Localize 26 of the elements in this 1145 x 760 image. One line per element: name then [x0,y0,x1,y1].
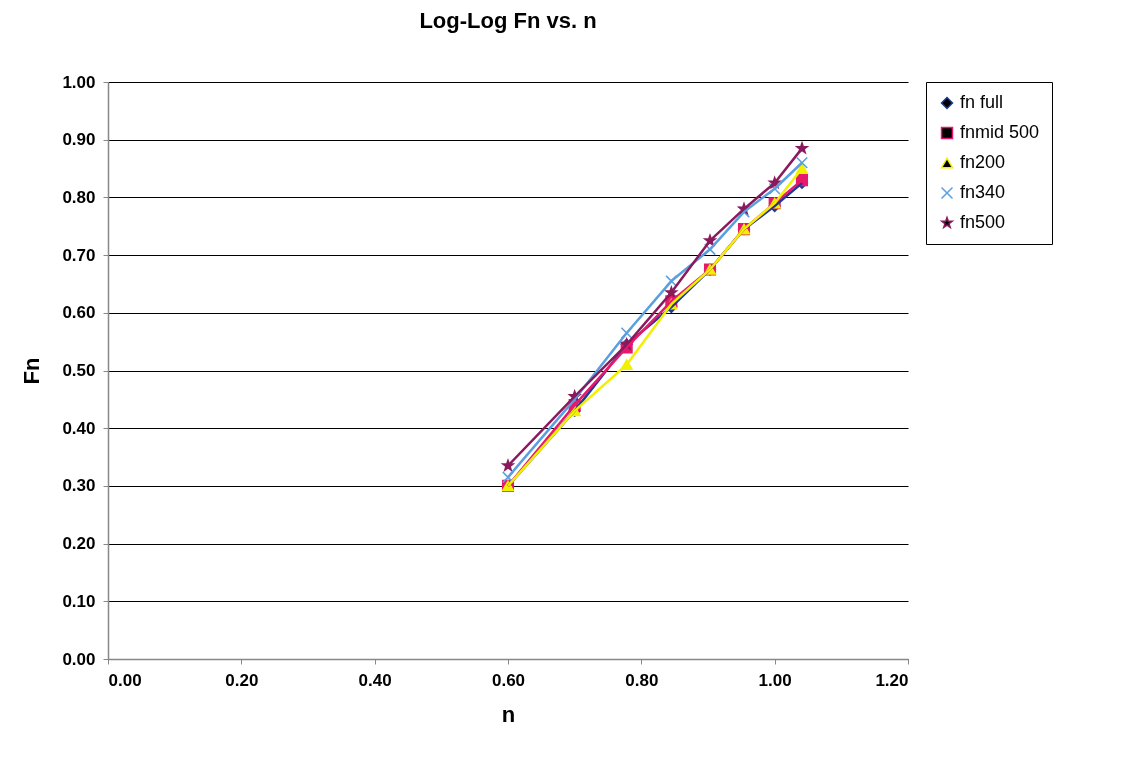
legend-label: fnmid 500 [960,122,1040,142]
y-tick-label: 0.00 [62,649,96,669]
y-tick-label: 0.30 [62,476,96,496]
y-tick-label: 0.40 [62,418,96,438]
x-axis-title: n [501,701,516,727]
y-tick-label: 0.80 [62,187,96,207]
x-tick-label: 0.40 [358,670,392,690]
legend-label: fn500 [960,212,1006,232]
x-tick-label: 0.60 [491,670,526,690]
y-tick-label: 0.10 [62,591,96,611]
legend-label: fn340 [960,182,1006,202]
y-tick-label: 0.50 [62,361,96,380]
y-axis-title: Fn [19,357,45,385]
y-tick-label: 0.60 [62,303,96,323]
x-tick-label: 1.20 [875,670,909,690]
x-tick-label: 0.00 [108,670,142,690]
x-tick-label: 0.80 [625,670,659,690]
y-tick-label: 1.00 [62,72,96,92]
legend-label: fn full [960,92,1004,112]
chart-title: Log-Log Fn vs. n [419,8,597,33]
legend-label: fn200 [960,152,1006,172]
y-tick-label: 0.90 [62,130,96,150]
x-tick-label: 1.00 [758,670,792,690]
y-tick-label: 0.70 [62,245,96,265]
y-tick-label: 0.20 [62,534,96,554]
x-tick-label: 0.20 [225,670,259,690]
